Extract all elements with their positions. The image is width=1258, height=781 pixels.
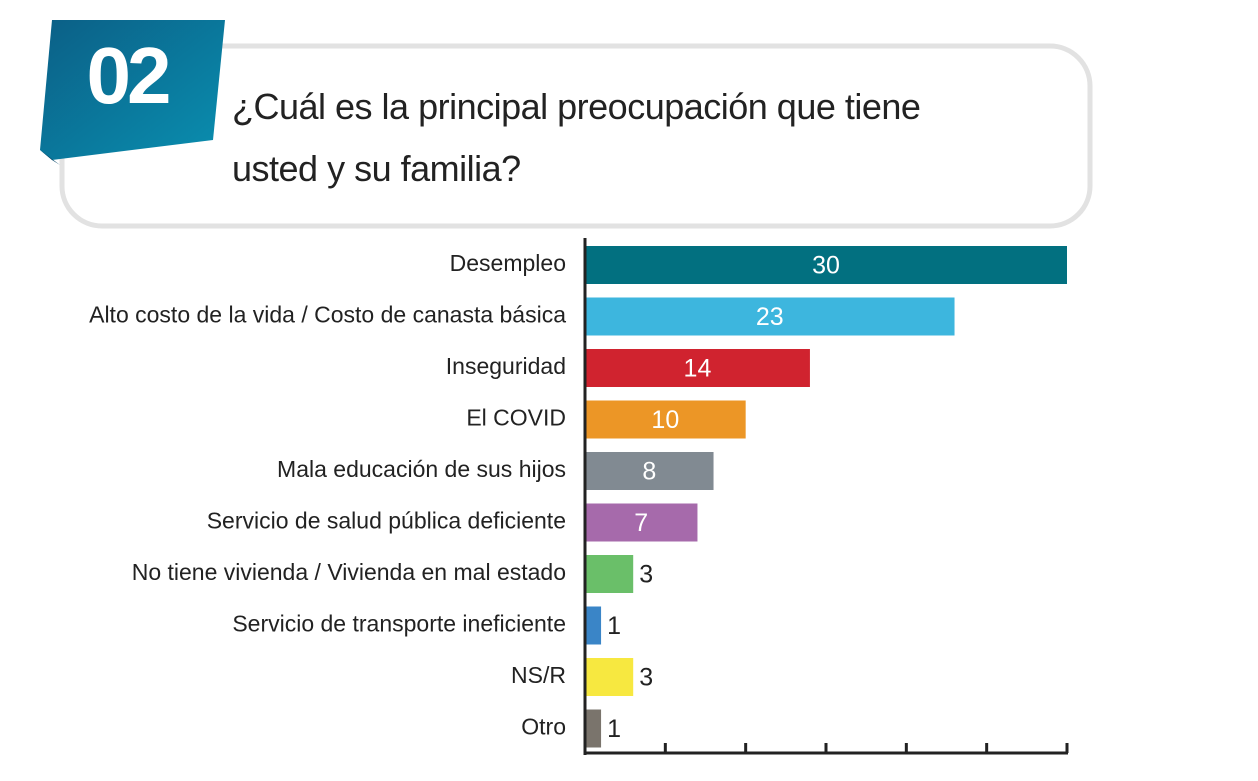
value-label: 14 <box>684 355 712 383</box>
value-label: 10 <box>651 406 679 434</box>
category-label: NS/R <box>511 662 566 688</box>
bar <box>585 503 698 542</box>
category-label: Otro <box>521 714 566 740</box>
bar <box>585 400 746 439</box>
bar <box>585 452 714 490</box>
category-label: No tiene vivienda / Vivienda en mal esta… <box>132 559 566 585</box>
value-label: 1 <box>607 612 621 640</box>
category-label: Alto costo de la vida / Costo de canasta… <box>89 302 566 328</box>
bar <box>585 555 634 593</box>
value-label: 7 <box>634 509 648 537</box>
value-label: 3 <box>639 561 653 589</box>
value-label: 23 <box>756 303 784 331</box>
value-label: 1 <box>607 715 621 743</box>
bar <box>585 297 955 336</box>
category-label: El COVID <box>466 405 566 431</box>
category-label: Servicio de transporte ineficiente <box>232 611 566 637</box>
category-label: Mala educación de sus hijos <box>277 456 566 482</box>
category-label: Desempleo <box>450 250 566 276</box>
value-label: 30 <box>812 252 840 280</box>
bar <box>585 709 602 748</box>
value-label: 3 <box>639 664 653 692</box>
bar <box>585 606 602 645</box>
bar <box>585 349 810 387</box>
value-label: 8 <box>642 458 656 486</box>
badge-fold <box>40 150 60 165</box>
category-label: Servicio de salud pública deficiente <box>207 508 566 534</box>
badge-shape <box>40 20 225 160</box>
badge-number: 02 <box>86 31 172 120</box>
category-label: Inseguridad <box>446 353 566 379</box>
bar <box>585 658 634 696</box>
bar <box>585 246 1067 284</box>
chart-title: ¿Cuál es la principal preocupación que t… <box>232 86 921 189</box>
